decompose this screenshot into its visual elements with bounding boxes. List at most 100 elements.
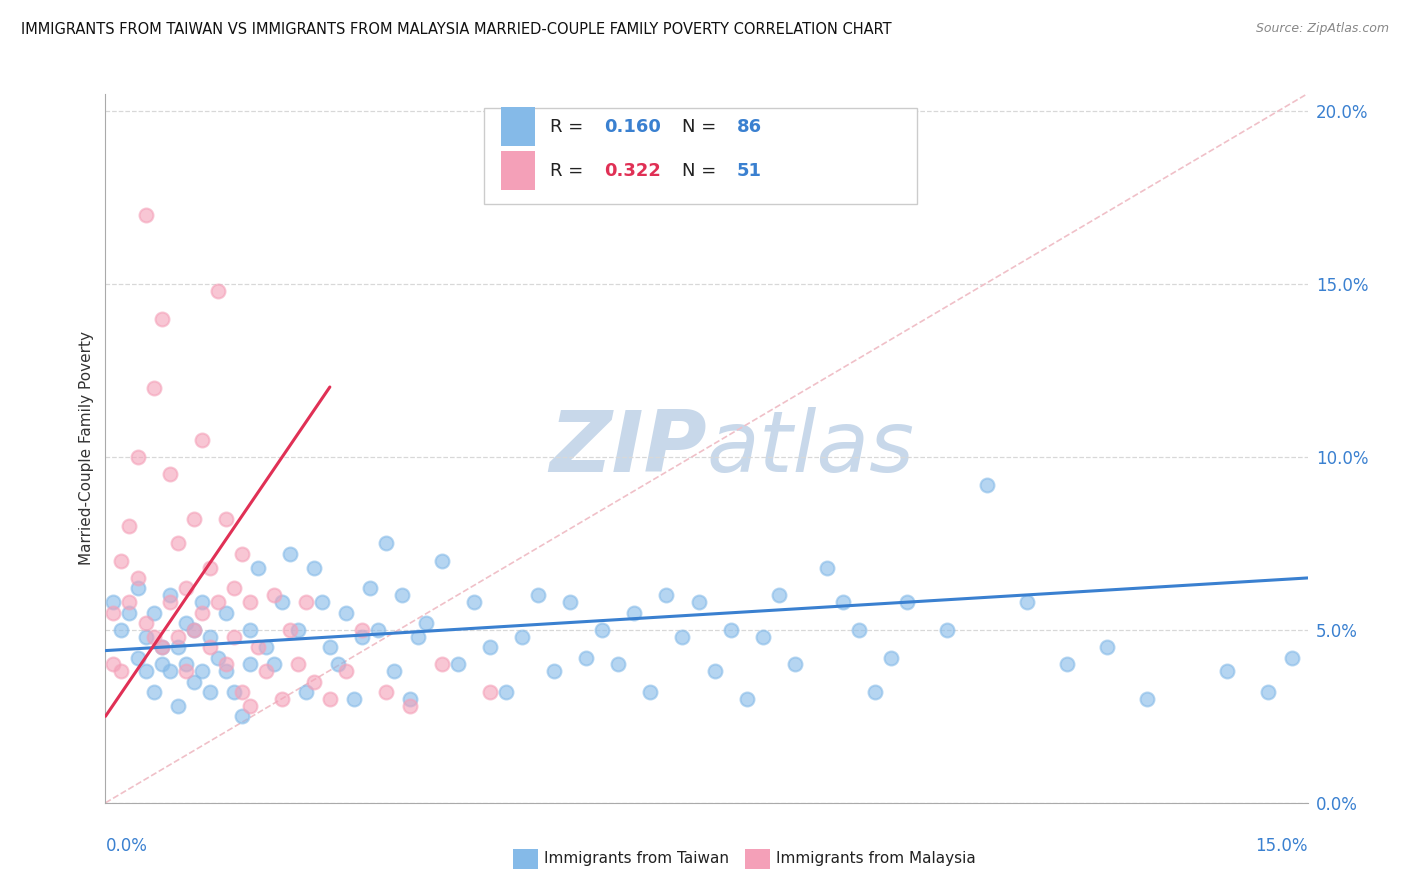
FancyBboxPatch shape bbox=[501, 152, 534, 191]
Point bbox=[190, 433, 212, 447]
Point bbox=[575, 650, 598, 665]
Point bbox=[655, 588, 678, 602]
Point bbox=[183, 623, 205, 637]
Point bbox=[415, 615, 437, 630]
Point bbox=[751, 630, 773, 644]
Point bbox=[190, 595, 212, 609]
Point bbox=[831, 595, 853, 609]
Point bbox=[142, 685, 165, 699]
Point bbox=[270, 692, 292, 706]
Point bbox=[263, 588, 285, 602]
Point bbox=[560, 595, 582, 609]
Point bbox=[239, 623, 262, 637]
Point bbox=[183, 674, 205, 689]
Text: 0.0%: 0.0% bbox=[105, 837, 148, 855]
Point bbox=[246, 560, 269, 574]
Point bbox=[118, 606, 141, 620]
Point bbox=[430, 657, 453, 672]
Text: 86: 86 bbox=[737, 118, 762, 136]
Point bbox=[159, 467, 181, 482]
Text: R =: R = bbox=[550, 161, 589, 179]
Point bbox=[222, 685, 245, 699]
Point bbox=[190, 665, 212, 679]
Point bbox=[607, 657, 630, 672]
Text: ZIP: ZIP bbox=[548, 407, 707, 490]
Point bbox=[880, 650, 903, 665]
Point bbox=[350, 630, 373, 644]
Point bbox=[103, 595, 125, 609]
Point bbox=[976, 477, 998, 491]
Point bbox=[326, 657, 349, 672]
Point bbox=[231, 685, 253, 699]
Point bbox=[174, 665, 197, 679]
Point bbox=[688, 595, 710, 609]
Point bbox=[174, 657, 197, 672]
Text: 0.160: 0.160 bbox=[605, 118, 661, 136]
Point bbox=[311, 595, 333, 609]
Point bbox=[735, 692, 758, 706]
Point bbox=[127, 571, 149, 585]
Y-axis label: Married-Couple Family Poverty: Married-Couple Family Poverty bbox=[79, 331, 94, 566]
Point bbox=[591, 623, 613, 637]
Text: Immigrants from Malaysia: Immigrants from Malaysia bbox=[776, 852, 976, 866]
Point bbox=[127, 582, 149, 596]
Point bbox=[302, 560, 325, 574]
Point bbox=[399, 698, 422, 713]
Text: 0.322: 0.322 bbox=[605, 161, 661, 179]
Point bbox=[295, 685, 318, 699]
Point bbox=[239, 595, 262, 609]
Point bbox=[198, 560, 221, 574]
Point bbox=[207, 650, 229, 665]
Point bbox=[319, 640, 342, 654]
Point bbox=[135, 665, 157, 679]
Point bbox=[135, 615, 157, 630]
Point bbox=[214, 512, 236, 526]
Point bbox=[214, 665, 236, 679]
Point bbox=[127, 650, 149, 665]
Point bbox=[1097, 640, 1119, 654]
Text: Source: ZipAtlas.com: Source: ZipAtlas.com bbox=[1256, 22, 1389, 36]
Point bbox=[135, 630, 157, 644]
Text: N =: N = bbox=[682, 161, 723, 179]
Point bbox=[166, 640, 188, 654]
Point bbox=[391, 588, 413, 602]
Point bbox=[254, 665, 277, 679]
Point bbox=[399, 692, 422, 706]
Point bbox=[335, 606, 357, 620]
Point bbox=[479, 685, 502, 699]
Point bbox=[640, 685, 662, 699]
Text: Immigrants from Taiwan: Immigrants from Taiwan bbox=[544, 852, 730, 866]
Text: N =: N = bbox=[682, 118, 723, 136]
Point bbox=[367, 623, 389, 637]
Point bbox=[1017, 595, 1039, 609]
Point bbox=[374, 536, 398, 550]
Point bbox=[374, 685, 398, 699]
Point bbox=[278, 623, 301, 637]
Point bbox=[142, 381, 165, 395]
Point bbox=[150, 657, 173, 672]
Point bbox=[527, 588, 550, 602]
Point bbox=[359, 582, 381, 596]
Point bbox=[335, 665, 357, 679]
Text: 51: 51 bbox=[737, 161, 762, 179]
Point bbox=[543, 665, 565, 679]
Point bbox=[159, 665, 181, 679]
Point bbox=[127, 450, 149, 464]
Point bbox=[406, 630, 429, 644]
Point bbox=[783, 657, 806, 672]
Point bbox=[815, 560, 838, 574]
Point bbox=[214, 657, 236, 672]
Point bbox=[430, 554, 453, 568]
Text: atlas: atlas bbox=[707, 407, 914, 490]
Point bbox=[198, 685, 221, 699]
Point bbox=[118, 595, 141, 609]
Point bbox=[287, 657, 309, 672]
Point bbox=[495, 685, 517, 699]
Point bbox=[142, 630, 165, 644]
Point bbox=[350, 623, 373, 637]
Point bbox=[110, 623, 132, 637]
Point bbox=[159, 588, 181, 602]
Point bbox=[343, 692, 366, 706]
Point bbox=[207, 595, 229, 609]
Point bbox=[214, 606, 236, 620]
